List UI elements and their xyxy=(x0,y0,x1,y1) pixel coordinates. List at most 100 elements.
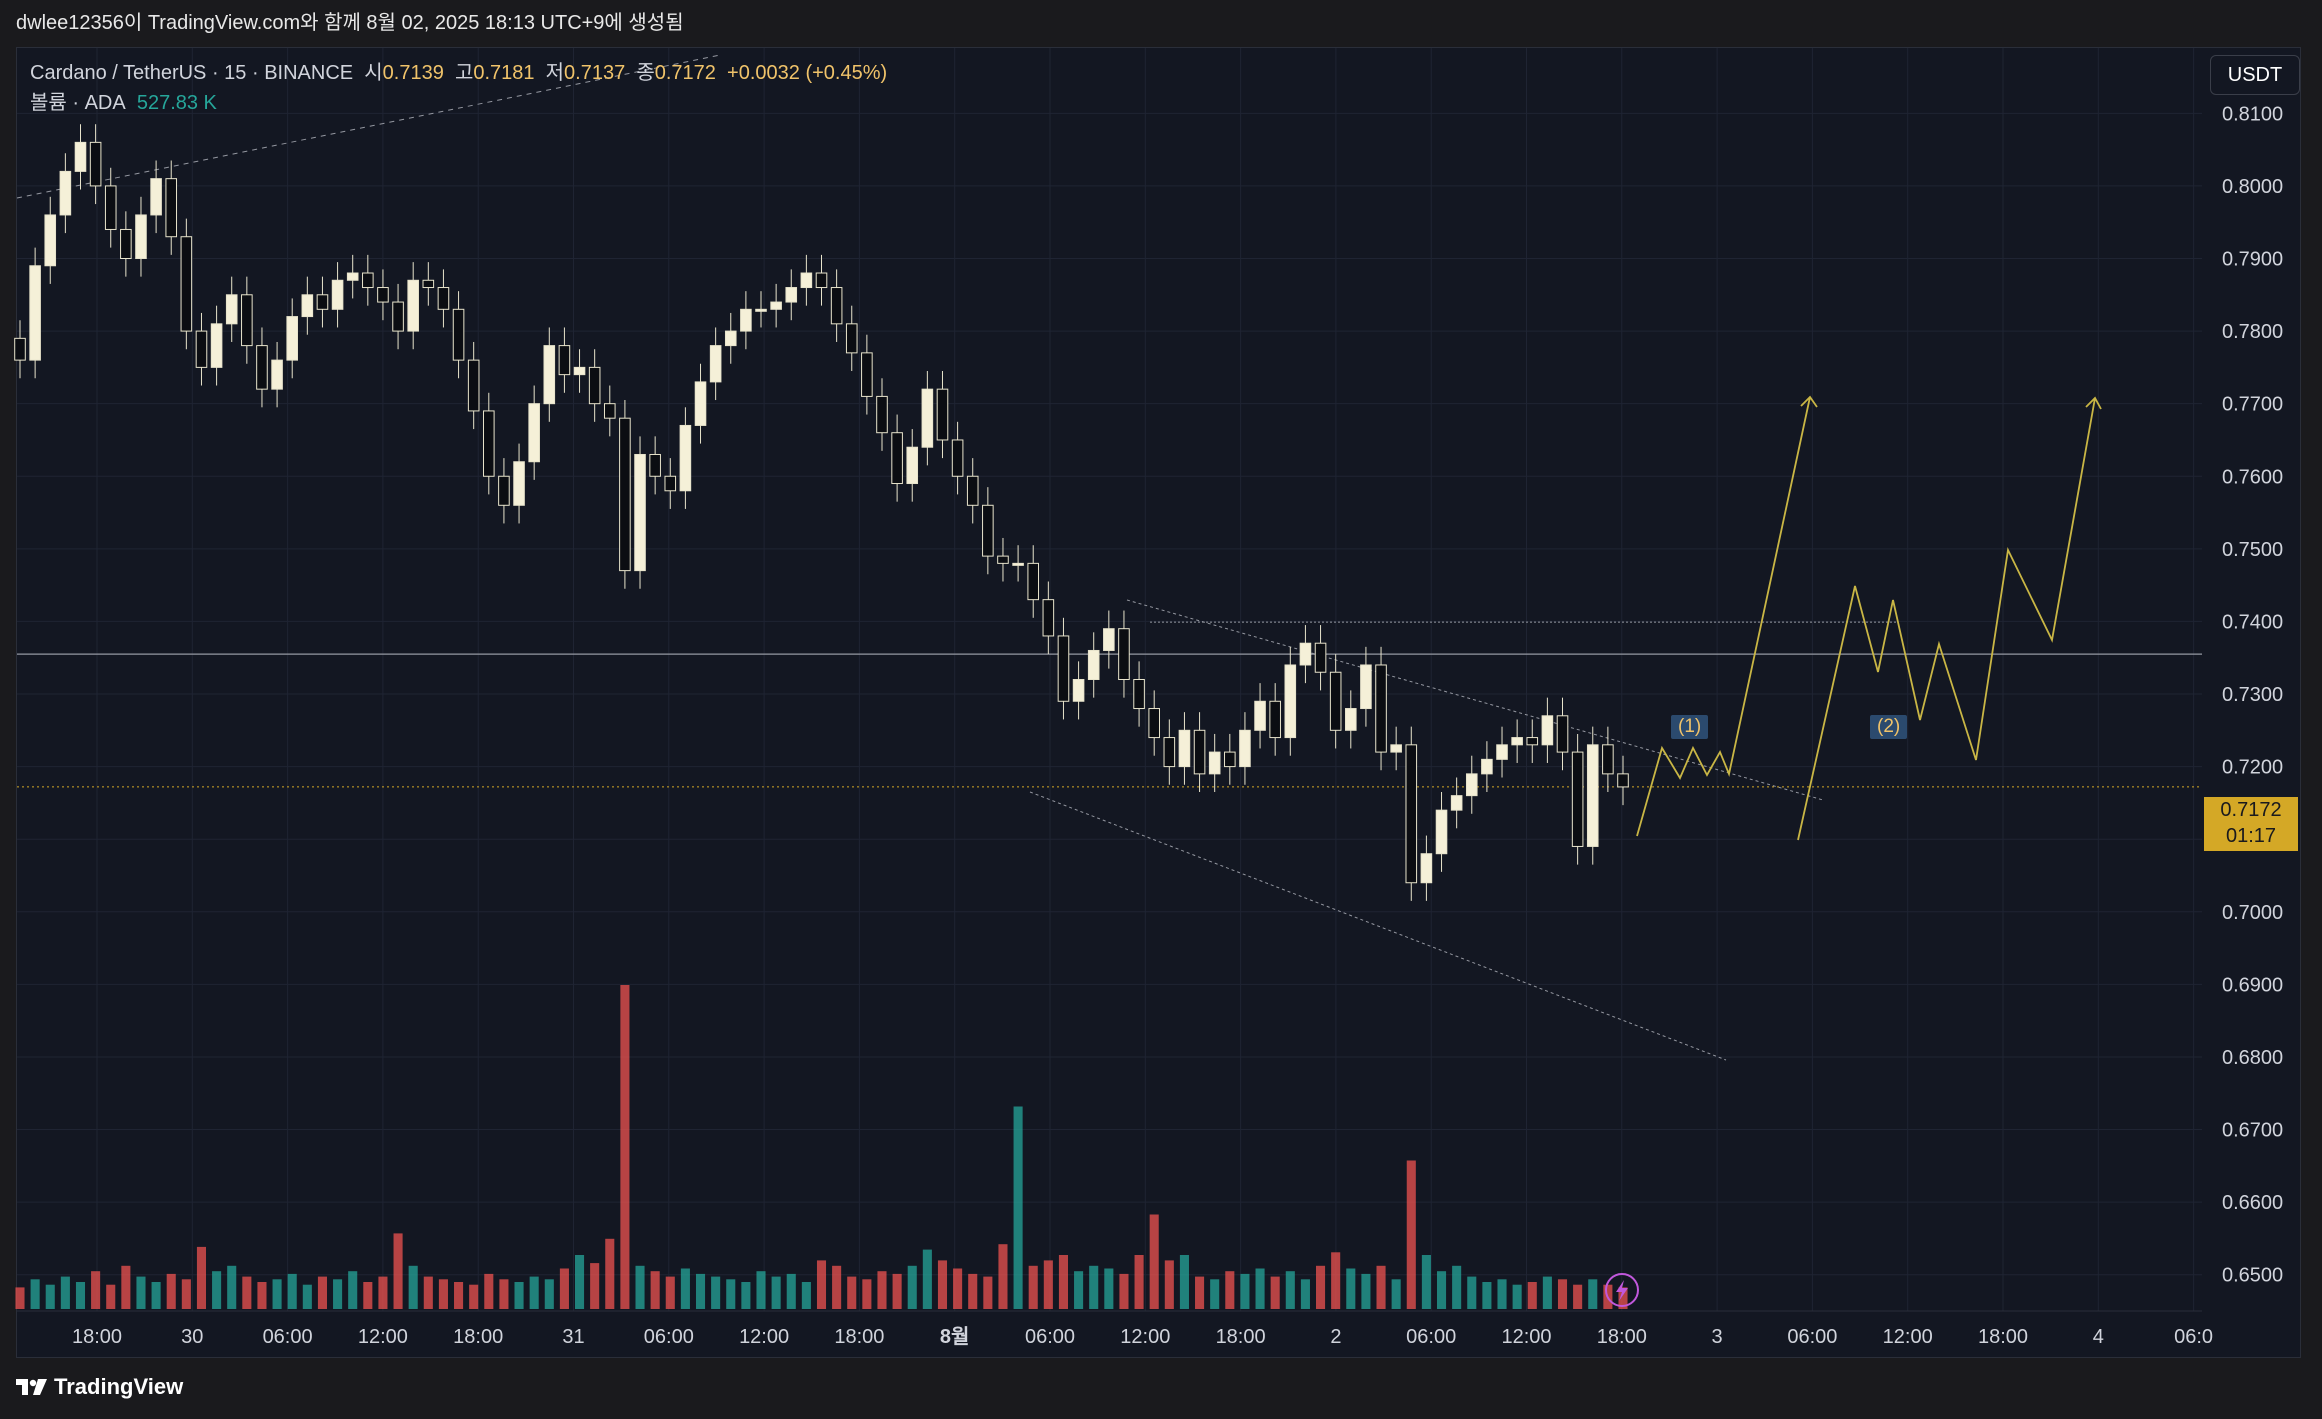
candle-body xyxy=(649,453,661,477)
volume-bar xyxy=(847,1276,857,1309)
candle-body xyxy=(936,388,949,441)
volume-bar xyxy=(1240,1273,1250,1309)
volume-bar xyxy=(1573,1284,1583,1309)
volume-bar xyxy=(1043,1260,1053,1309)
volume-bar xyxy=(1482,1282,1492,1309)
volume-bar xyxy=(166,1273,176,1309)
volume-bar xyxy=(1542,1276,1552,1309)
projection-arrow-1 xyxy=(1800,395,1818,408)
price-axis-label: 0.6900 xyxy=(2222,974,2283,996)
volume-bar xyxy=(741,1282,751,1309)
candle-body xyxy=(165,178,178,238)
volume-bar xyxy=(1013,1106,1023,1309)
volume-bar xyxy=(1436,1271,1447,1309)
candle-body xyxy=(1420,853,1433,884)
volume-bar xyxy=(1058,1255,1068,1309)
volume-bar xyxy=(1119,1273,1129,1309)
candle-body xyxy=(1360,664,1372,710)
header-caption: dwlee12356이 TradingView.com와 함께 8월 02, 2… xyxy=(16,12,684,34)
volume-bar xyxy=(514,1282,524,1309)
candle-body xyxy=(709,345,722,383)
volume-bar xyxy=(1467,1276,1477,1309)
price-axis-label: 0.6800 xyxy=(2222,1047,2283,1069)
volume-bar xyxy=(408,1265,418,1309)
price-axis-label: 0.7600 xyxy=(2222,466,2283,488)
volume-bar xyxy=(937,1260,948,1309)
volume-bar xyxy=(196,1246,207,1309)
candle-body xyxy=(664,475,677,492)
volume-bar xyxy=(620,985,630,1309)
candle-body xyxy=(770,301,782,310)
time-axis-label: 06:00 xyxy=(1787,1326,1837,1348)
candle-body xyxy=(195,330,208,368)
bar-countdown: 01:17 xyxy=(2225,825,2277,847)
volume-bar xyxy=(212,1271,222,1309)
volume-bar xyxy=(393,1233,403,1309)
wave-projection-1 xyxy=(1636,396,1811,837)
symbol-name[interactable]: Cardano / TetherUS · 15 · BINANCE xyxy=(30,62,354,84)
candle-body xyxy=(815,272,828,289)
candle-body xyxy=(1239,729,1251,768)
candle-body xyxy=(1254,700,1266,731)
lightning-alert-icon xyxy=(1605,1273,1639,1307)
volume-bar xyxy=(816,1260,827,1309)
candle-body xyxy=(44,214,57,267)
volume-bar xyxy=(242,1276,252,1309)
header-bar: dwlee12356이 TradingView.com와 함께 8월 02, 2… xyxy=(0,0,2322,47)
price-axis-label: 0.6500 xyxy=(2222,1265,2283,1287)
currency-unit-button[interactable]: USDT xyxy=(2210,55,2300,95)
candle-body xyxy=(619,417,631,572)
candle-body xyxy=(1042,599,1055,637)
time-axis-label: 12:00 xyxy=(1120,1326,1170,1348)
volume-bar xyxy=(635,1265,645,1309)
volume-label[interactable]: 볼륨 · ADA xyxy=(30,92,126,114)
volume-bar xyxy=(302,1284,312,1309)
volume-bar xyxy=(575,1255,585,1309)
volume-bar xyxy=(106,1284,116,1309)
volume-bar xyxy=(968,1273,978,1309)
candle-body xyxy=(951,439,964,477)
candle-body xyxy=(1224,751,1236,768)
volume-bar xyxy=(1316,1265,1326,1309)
candle-body xyxy=(1118,628,1130,680)
channel-upper-line xyxy=(1126,599,1824,801)
candle-body xyxy=(1541,715,1554,746)
candle-body xyxy=(755,308,767,312)
volume-value: 527.83 K xyxy=(136,92,217,114)
candle-body xyxy=(513,461,525,506)
time-axis-label: 31 xyxy=(562,1326,584,1348)
close-value: 0.7172 xyxy=(654,62,716,84)
volume-bar xyxy=(1452,1265,1462,1309)
candle-body xyxy=(437,287,450,310)
volume-bar xyxy=(862,1279,872,1309)
volume-bar xyxy=(801,1282,811,1309)
candle-body xyxy=(346,272,359,281)
candle-body xyxy=(1072,679,1085,702)
volume-bar xyxy=(1376,1265,1386,1309)
candle-body xyxy=(422,279,435,289)
volume-bar xyxy=(1134,1255,1144,1309)
chart-area[interactable] xyxy=(16,47,2301,1358)
candle-body xyxy=(271,359,283,390)
candle-body xyxy=(528,403,540,463)
candle-body xyxy=(377,287,389,303)
price-axis-label: 0.7000 xyxy=(2222,902,2283,924)
volume-bar xyxy=(544,1279,554,1309)
price-axis-label: 0.7700 xyxy=(2222,394,2283,416)
wave-label-2[interactable]: (2) xyxy=(1870,715,1908,739)
candle-body xyxy=(1163,737,1176,768)
change-value: +0.0032 (+0.45%) xyxy=(727,62,888,84)
low-value: 0.7137 xyxy=(564,62,626,84)
candle-body xyxy=(256,345,268,390)
candle-body xyxy=(966,475,979,506)
candle-body xyxy=(982,504,994,557)
footer-brand[interactable]: TradingView xyxy=(16,1374,183,1400)
volume-bar xyxy=(1557,1279,1568,1309)
candle-body xyxy=(679,424,692,492)
candle-body xyxy=(588,366,601,405)
wave-label-1[interactable]: (1) xyxy=(1671,715,1709,739)
candle-body xyxy=(331,279,344,310)
candle-body xyxy=(1496,744,1508,760)
volume-bar xyxy=(1512,1284,1522,1309)
